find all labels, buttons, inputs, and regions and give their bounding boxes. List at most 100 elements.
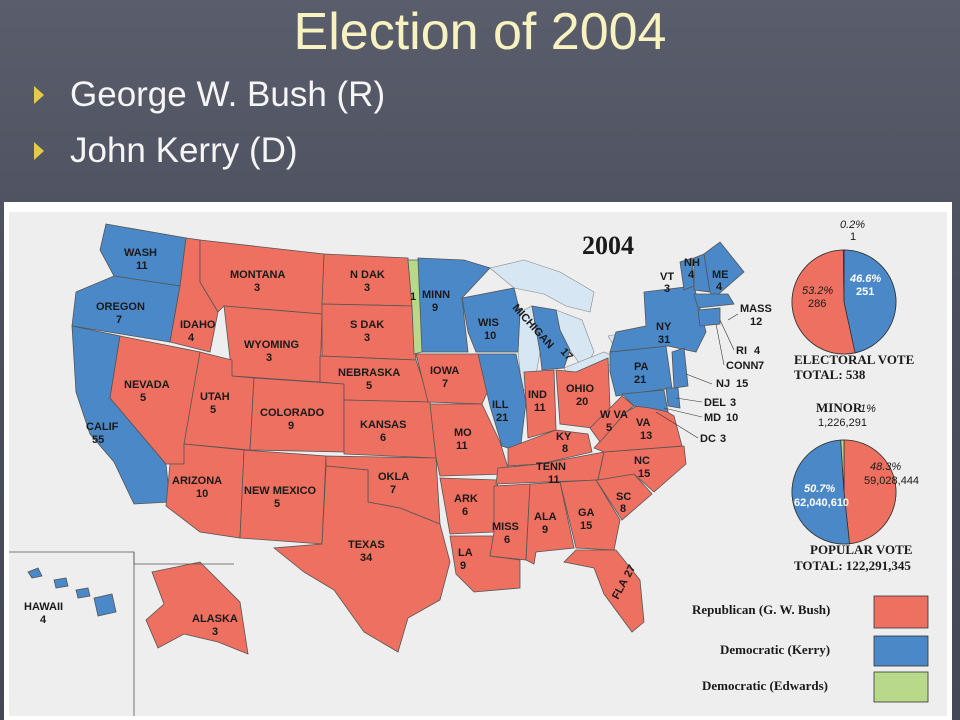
state-votes: 13 <box>640 430 652 442</box>
state-votes: 3 <box>664 283 670 295</box>
popular-total: TOTAL: 122,291,345 <box>794 558 911 573</box>
state-label: TENN <box>536 461 566 473</box>
state-shape-alaska <box>145 561 249 655</box>
state-label: WIS <box>478 317 499 329</box>
popular-rep-pct: 48.3% <box>870 461 901 473</box>
state-votes: 3 <box>364 332 370 344</box>
state-shape-hawaii-2 <box>53 577 69 589</box>
state-label: OHIO <box>566 383 595 395</box>
state-label: HAWAII <box>24 601 63 613</box>
bullet-text: John Kerry (D) <box>70 131 298 170</box>
state-label: NH <box>684 257 700 269</box>
popular-minor-count: 1,226,291 <box>818 417 867 429</box>
bullet-text: George W. Bush (R) <box>70 75 386 114</box>
state-shape-md <box>621 389 669 413</box>
electoral-slice-minor <box>842 249 845 303</box>
state-label: OKLA <box>378 471 409 483</box>
state-shape-nj <box>671 347 689 389</box>
state-shape-del <box>665 387 681 409</box>
state-shape-wis <box>461 287 521 353</box>
state-votes: 4 <box>40 614 47 626</box>
state-label: NC <box>634 455 650 467</box>
state-shape-texas <box>272 465 451 653</box>
state-votes: 15 <box>638 468 650 480</box>
state-label: WASH <box>124 247 157 259</box>
state-votes: 5 <box>606 422 612 434</box>
state-votes: 15 <box>736 378 748 390</box>
state-label: PA <box>634 361 649 373</box>
state-votes: 3 <box>266 352 272 364</box>
state-label: LA <box>458 547 473 559</box>
bullet-list: George W. Bush (R) John Kerry (D) <box>30 70 730 182</box>
state-label: NEVADA <box>124 379 170 391</box>
state-label: MO <box>454 427 472 439</box>
state-votes: 6 <box>504 534 510 546</box>
state-label: MISS <box>492 521 519 533</box>
state-label: CONN <box>726 360 758 372</box>
state-votes: 4 <box>688 269 695 281</box>
state-shape-conn <box>697 307 721 327</box>
electoral-minor-count: 1 <box>850 231 856 243</box>
state-votes: 7 <box>758 360 764 372</box>
electoral-rep-count: 286 <box>808 298 826 310</box>
electoral-total: TOTAL: 538 <box>794 367 866 382</box>
state-votes: 55 <box>92 434 104 446</box>
electoral-minor-pct: 0.2% <box>840 219 865 231</box>
state-label: IND <box>528 389 547 401</box>
state-shape-michigan <box>531 305 571 371</box>
state-votes: 3 <box>730 397 736 409</box>
popular-minor-label: MINOR <box>816 400 863 415</box>
state-votes: 15 <box>580 520 592 532</box>
state-votes: 10 <box>726 412 738 424</box>
state-label: MD <box>704 412 721 424</box>
state-label: KY <box>556 431 572 443</box>
slide-title: Election of 2004 <box>293 3 667 61</box>
state-shape-hawaii-1 <box>27 567 43 579</box>
state-label: CALIF <box>86 421 119 433</box>
state-label: SC <box>616 491 631 503</box>
state-label: UTAH <box>200 391 230 403</box>
state-votes: 31 <box>658 334 670 346</box>
state-shape-miss <box>489 483 531 561</box>
state-votes: 3 <box>364 282 370 294</box>
state-label: NEW MEXICO <box>244 485 317 497</box>
state-label: NJ <box>716 378 730 390</box>
popular-dem-pct: 50.7% <box>804 483 835 495</box>
legend-swatch-democratic <box>873 635 929 667</box>
state-votes: 4 <box>188 332 195 344</box>
state-votes: 6 <box>462 506 468 518</box>
state-label: IDAHO <box>180 319 216 331</box>
state-shape-minn-edwards <box>407 259 423 355</box>
state-shape-hawaii-3 <box>75 587 91 599</box>
election-map: 2004 WASH 11 OREGON 7 CALIF 55 IDAHO 4 N… <box>4 202 952 720</box>
electoral-slice-republican <box>791 249 856 355</box>
state-votes: 9 <box>542 524 548 536</box>
state-label: S DAK <box>350 319 384 331</box>
state-label: RI <box>736 345 747 357</box>
state-label: ME <box>712 269 729 281</box>
state-shape-nc <box>597 445 687 493</box>
states-layer <box>27 223 745 655</box>
state-shape-ark <box>439 477 499 535</box>
popular-minor-pct: 1% <box>860 403 876 415</box>
electoral-rep-pct: 53.2% <box>802 285 833 297</box>
state-votes: 5 <box>210 404 216 416</box>
state-label: ARK <box>454 493 478 505</box>
state-votes-edwards: 1 <box>410 291 416 303</box>
popular-slice-minor <box>840 439 845 493</box>
state-votes: 7 <box>442 378 448 390</box>
state-shape-new-mexico <box>239 449 327 545</box>
legend-label-republican: Republican (G. W. Bush) <box>692 602 830 617</box>
state-label: ALASKA <box>192 613 238 625</box>
state-votes: 3 <box>720 433 726 445</box>
state-votes: 9 <box>432 302 438 314</box>
legend-label-edwards: Democratic (Edwards) <box>702 678 828 693</box>
state-votes: 3 <box>212 626 218 638</box>
state-label: NEBRASKA <box>338 367 400 379</box>
state-votes: 7 <box>116 314 122 326</box>
state-votes: 6 <box>380 432 386 444</box>
state-label: ILL <box>492 399 509 411</box>
state-votes: 34 <box>360 552 373 564</box>
state-votes: 9 <box>288 420 294 432</box>
state-votes: 4 <box>754 345 761 357</box>
